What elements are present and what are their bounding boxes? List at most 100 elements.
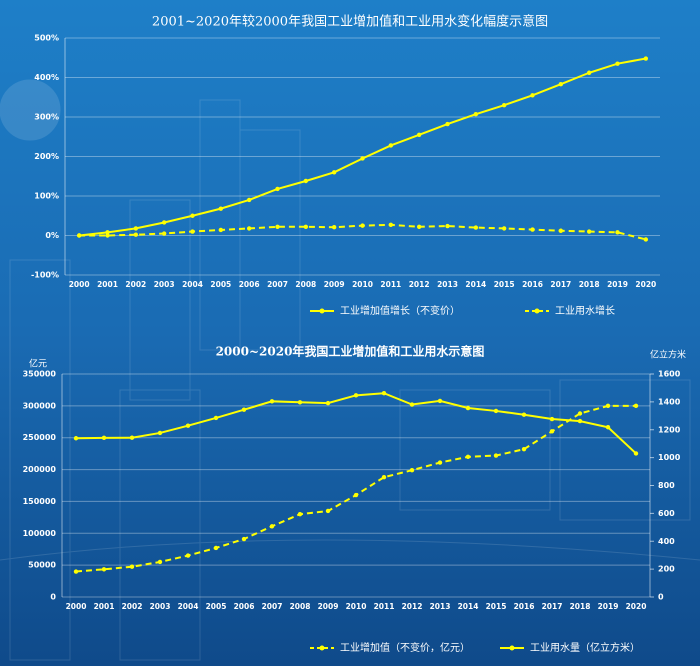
data-point [129,435,135,440]
x-tick-label: 2007 [267,280,288,289]
data-point [353,492,359,498]
y2-tick-label: 1400 [658,397,681,406]
data-point [360,223,365,228]
data-point [133,226,139,231]
y-tick-label: 300% [34,113,59,122]
data-point [303,224,309,230]
y-tick-label: 250000 [23,433,57,442]
x-tick-label: 2016 [514,602,535,611]
data-point [275,186,280,192]
y-tick-label: 400% [34,73,59,82]
data-point [445,121,450,127]
data-point [185,423,191,428]
y-tick-label: 300000 [23,401,57,410]
x-tick-label: 2003 [154,280,175,289]
x-tick-label: 2008 [295,280,316,289]
data-point [275,224,280,230]
data-point [381,475,387,480]
x-tick-label: 2020 [635,280,656,289]
y2-tick-label: 400 [658,537,675,546]
data-point [605,403,611,409]
x-tick-label: 2010 [352,280,373,289]
x-tick-label: 2000 [66,602,87,611]
x-tick-label: 2011 [380,280,401,289]
y-tick-label: 100000 [23,529,57,538]
data-point [133,232,139,237]
x-tick-label: 2018 [579,280,600,289]
y-tick-label: 500% [34,34,59,43]
data-point [445,223,450,229]
data-point [353,393,359,398]
data-point [501,226,507,231]
y-tick-label: -100% [31,271,59,280]
data-point [501,102,507,108]
data-point [416,132,422,137]
data-point [297,511,303,517]
data-point [190,213,195,218]
data-point [190,229,195,234]
x-tick-label: 2006 [234,602,255,611]
data-point [549,429,555,434]
x-tick-label: 2007 [262,602,283,611]
y-tick-label: 200000 [23,465,57,474]
data-point [73,569,79,574]
data-point [246,226,252,231]
x-tick-label: 2019 [598,602,619,611]
data-point [416,224,422,230]
data-point [521,412,527,417]
y2-tick-label: 200 [658,565,675,574]
data-point [381,391,387,396]
y-tick-label: 100% [34,192,59,201]
x-tick-label: 2000 [69,280,90,289]
data-point [241,407,247,412]
y2-tick-label: 0 [658,593,664,602]
data-point [218,206,224,211]
x-tick-label: 2012 [409,280,430,289]
x-tick-label: 2002 [125,280,146,289]
x-tick-label: 2011 [374,602,395,611]
data-point [105,230,110,235]
data-point [388,222,394,228]
data-point [643,237,649,242]
data-point [269,399,275,404]
y2-tick-label: 600 [658,509,675,518]
data-point [465,454,471,460]
chart-title: 2001~2020年较2000年我国工业增加值和工业用水变化幅度示意图 [152,14,548,30]
data-point [105,233,110,238]
x-tick-label: 2005 [210,280,231,289]
x-tick-label: 2009 [324,280,345,289]
data-point [388,143,394,148]
data-point [213,545,219,551]
legend-marker [534,308,540,314]
x-tick-label: 2020 [626,602,647,611]
data-point [493,453,499,458]
data-point [241,536,247,542]
y-axis-label: 亿元 [29,358,47,370]
x-tick-label: 2013 [430,602,451,611]
data-point [161,231,167,236]
legend-label: 工业增加值增长（不变价） [340,304,460,317]
data-point [185,553,191,558]
x-tick-label: 2017 [542,602,563,611]
data-point [643,56,649,61]
data-point [129,564,135,569]
data-point [325,508,331,514]
data-point [76,233,82,238]
data-point [331,225,337,230]
x-tick-label: 2013 [437,280,458,289]
legend-marker [319,308,325,314]
data-point [465,405,471,411]
data-point [530,227,535,232]
x-tick-label: 2017 [550,280,571,289]
x-tick-label: 2001 [97,280,118,289]
y2-tick-label: 1000 [658,453,681,462]
x-tick-label: 2015 [494,280,515,289]
x-tick-label: 2001 [94,602,115,611]
data-point [360,156,365,161]
data-point [437,398,443,404]
data-point [473,112,479,117]
data-point [325,400,331,406]
data-point [297,400,303,405]
y-tick-label: 350000 [23,370,57,379]
